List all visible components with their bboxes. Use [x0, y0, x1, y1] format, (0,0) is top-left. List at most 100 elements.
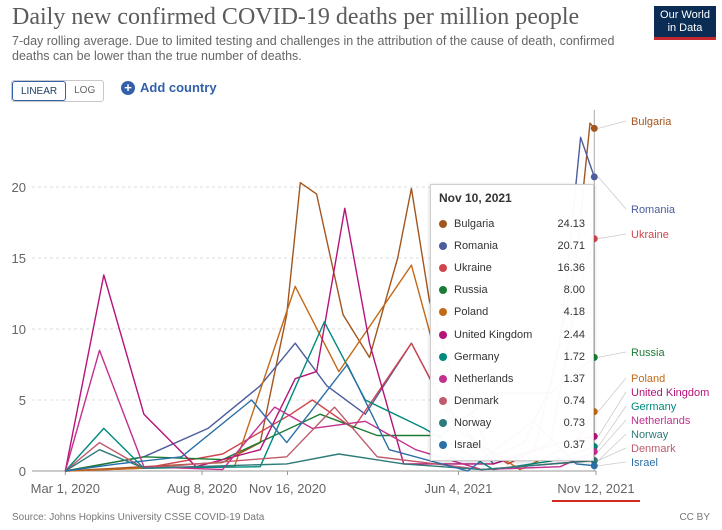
tooltip-series-name: Romania: [454, 240, 499, 253]
series-line: [64, 207, 595, 472]
label-leader-line: [598, 433, 627, 461]
tooltip-row: Romania 20.71: [439, 235, 585, 257]
series-color-dot: [439, 440, 447, 449]
x-tick-label: Jun 4, 2021: [424, 481, 492, 496]
label-leader-line: [597, 419, 627, 452]
tooltip-series-value: 4.18: [563, 306, 585, 319]
tooltip-series-name: Ukraine: [454, 262, 492, 275]
tooltip-row: United Kingdom 2.44: [439, 323, 585, 345]
chart-subtitle: 7-day rolling average. Due to limited te…: [12, 34, 615, 63]
plus-icon: +: [121, 80, 135, 95]
tooltip-series-name: Bulgaria: [454, 218, 495, 231]
label-leader-line: [598, 233, 627, 240]
chart-title: Daily new confirmed COVID-19 deaths per …: [12, 4, 580, 30]
tooltip-series-name: Russia: [454, 284, 488, 297]
x-tick-label: Nov 16, 2020: [249, 481, 326, 496]
x-tick-label: Mar 1, 2020: [31, 481, 100, 496]
series-label: Poland: [631, 373, 665, 385]
tooltip-series-value: 20.71: [557, 240, 585, 253]
y-tick-label: 0: [19, 464, 26, 479]
tooltip-row: Ukraine 16.36: [439, 257, 585, 279]
y-tick-label: 5: [19, 393, 26, 408]
series-color-dot: [439, 308, 447, 317]
tooltip-series-name: United Kingdom: [454, 328, 533, 341]
tooltip-series-value: 0.74: [563, 394, 585, 407]
y-tick-label: 20: [12, 180, 26, 195]
label-leader-line: [598, 447, 627, 461]
series-color-dot: [439, 220, 447, 229]
tooltip-row: Norway 0.73: [439, 412, 585, 434]
x-tick-label: Nov 12, 2021: [557, 481, 634, 496]
source-note[interactable]: Source: Johns Hopkins University CSSE CO…: [12, 512, 265, 523]
tooltip-series-value: 1.37: [563, 372, 585, 385]
y-tick-label: 15: [12, 251, 26, 266]
label-leader-line: [597, 405, 627, 447]
label-leader-line: [598, 461, 627, 467]
hover-tooltip: Nov 10, 2021 Bulgaria 24.13 Romania 20.71 Uk…: [430, 184, 594, 462]
label-leader-line: [598, 120, 627, 129]
series-line: [64, 406, 595, 472]
add-country-label: Add country: [140, 80, 217, 95]
series-color-dot: [439, 286, 447, 295]
tooltip-row: Netherlands 1.37: [439, 368, 585, 390]
series-label: Bulgaria: [631, 116, 672, 128]
tooltip-series-value: 0.37: [563, 438, 585, 451]
series-label: Netherlands: [631, 415, 691, 427]
tooltip-series-name: Netherlands: [454, 372, 514, 385]
linear-scale-button[interactable]: LINEAR: [12, 81, 67, 101]
tooltip-series-name: Norway: [454, 416, 492, 429]
tooltip-series-value: 0.73: [563, 416, 585, 429]
log-scale-button[interactable]: LOG: [74, 85, 96, 96]
tooltip-date: Nov 10, 2021: [439, 191, 512, 205]
series-color-dot: [439, 264, 447, 273]
series-label: Russia: [631, 347, 666, 359]
series-label: Ukraine: [631, 229, 669, 241]
tooltip-row: Israel 0.37: [439, 434, 585, 456]
series-line: [64, 349, 595, 472]
tooltip-series-value: 8.00: [563, 284, 585, 297]
y-tick-label: 10: [12, 322, 26, 337]
tooltip-series-name: Denmark: [454, 394, 499, 407]
series-label: Israel: [631, 457, 658, 469]
series-label: Romania: [631, 204, 676, 216]
tooltip-row: Bulgaria 24.13: [439, 213, 585, 235]
tooltip-row: Germany 1.72: [439, 346, 585, 368]
tooltip-row: Russia 8.00: [439, 279, 585, 301]
series-color-dot: [439, 396, 447, 405]
series-label: Germany: [631, 401, 677, 413]
series-end-marker: [590, 173, 598, 181]
series-color-dot: [439, 418, 447, 427]
series-end-marker: [590, 124, 598, 132]
series-label: Denmark: [631, 443, 676, 455]
series-color-dot: [439, 352, 447, 361]
tooltip-series-name: Germany: [454, 350, 500, 363]
series-end-marker: [590, 462, 598, 470]
series-line: [64, 449, 595, 472]
tooltip-series-value: 24.13: [557, 218, 585, 231]
logo-line-2: in Data: [667, 22, 703, 34]
label-leader-line: [598, 351, 627, 358]
tooltip-rows: Bulgaria 24.13 Romania 20.71 Ukraine 16.36 Rus…: [439, 213, 585, 456]
label-leader-line: [597, 377, 627, 412]
tooltip-series-value: 16.36: [557, 262, 585, 275]
tooltip-row: Poland 4.18: [439, 301, 585, 323]
add-country-button[interactable]: + Add country: [121, 80, 217, 95]
x-tick-label: Aug 8, 2020: [167, 481, 237, 496]
tooltip-series-value: 2.44: [563, 328, 585, 341]
tooltip-series-value: 1.72: [563, 350, 585, 363]
series-line: [64, 321, 595, 472]
owid-logo[interactable]: Our World in Data: [654, 6, 716, 40]
logo-line-1: Our World: [660, 9, 710, 21]
series-color-dot: [439, 330, 447, 339]
series-label: Norway: [631, 429, 669, 441]
label-leader-line: [597, 391, 627, 437]
tooltip-series-name: Poland: [454, 306, 489, 319]
series-label: United Kingdom: [631, 387, 709, 399]
scale-toggle: LINEAR LOG: [11, 80, 105, 102]
tooltip-series-name: Israel: [454, 438, 481, 451]
series-color-dot: [439, 242, 447, 251]
series-color-dot: [439, 374, 447, 383]
tooltip-row: Denmark 0.74: [439, 390, 585, 412]
license-note[interactable]: CC BY: [679, 512, 710, 523]
